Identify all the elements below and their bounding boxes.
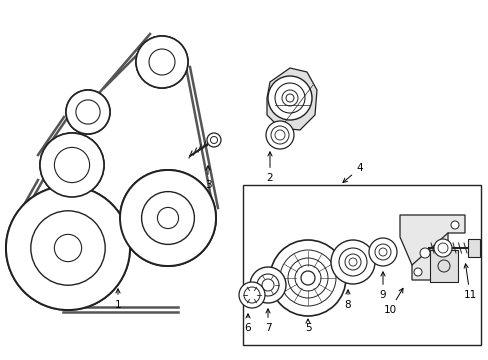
- Text: 2: 2: [266, 152, 273, 183]
- Circle shape: [374, 244, 390, 260]
- Circle shape: [413, 268, 421, 276]
- Circle shape: [269, 240, 346, 316]
- Circle shape: [270, 126, 288, 144]
- Circle shape: [136, 36, 187, 88]
- Circle shape: [6, 186, 130, 310]
- Circle shape: [136, 36, 187, 88]
- Circle shape: [294, 265, 320, 291]
- Circle shape: [54, 147, 89, 183]
- Circle shape: [142, 192, 194, 244]
- Circle shape: [54, 234, 81, 262]
- Circle shape: [31, 211, 105, 285]
- Circle shape: [76, 100, 100, 124]
- Circle shape: [262, 279, 273, 291]
- Polygon shape: [266, 68, 316, 130]
- Circle shape: [54, 234, 81, 262]
- Circle shape: [285, 94, 293, 102]
- Circle shape: [157, 207, 178, 229]
- Circle shape: [368, 238, 396, 266]
- Polygon shape: [399, 215, 464, 280]
- Text: 11: 11: [463, 264, 476, 300]
- Circle shape: [274, 83, 305, 113]
- Circle shape: [433, 239, 451, 257]
- Circle shape: [437, 243, 447, 253]
- Text: 9: 9: [379, 272, 386, 300]
- Circle shape: [40, 133, 104, 197]
- Bar: [243, 185, 480, 345]
- Circle shape: [66, 90, 110, 134]
- Text: 8: 8: [344, 290, 350, 310]
- Circle shape: [157, 207, 178, 229]
- Circle shape: [40, 133, 104, 197]
- Circle shape: [301, 271, 314, 285]
- Circle shape: [257, 274, 279, 296]
- Circle shape: [265, 121, 293, 149]
- Text: 10: 10: [383, 288, 402, 315]
- Text: 6: 6: [244, 314, 251, 333]
- Circle shape: [76, 100, 100, 124]
- Text: 1: 1: [115, 289, 121, 310]
- Text: 3: 3: [204, 166, 211, 190]
- Circle shape: [274, 130, 285, 140]
- Circle shape: [330, 240, 374, 284]
- Circle shape: [142, 192, 194, 244]
- Circle shape: [149, 49, 175, 75]
- Text: 4: 4: [342, 163, 363, 183]
- Circle shape: [54, 147, 89, 183]
- Bar: [429, 250, 457, 282]
- Bar: [467, 239, 479, 257]
- Circle shape: [345, 254, 360, 270]
- Circle shape: [210, 136, 217, 144]
- Circle shape: [66, 90, 110, 134]
- Circle shape: [287, 258, 327, 298]
- Circle shape: [31, 211, 105, 285]
- Circle shape: [378, 248, 386, 256]
- Circle shape: [348, 258, 356, 266]
- Circle shape: [244, 287, 260, 303]
- Text: 5: 5: [304, 319, 311, 333]
- Circle shape: [267, 76, 311, 120]
- Text: 7: 7: [264, 309, 271, 333]
- Circle shape: [120, 170, 216, 266]
- Circle shape: [206, 133, 221, 147]
- Circle shape: [149, 49, 175, 75]
- Circle shape: [338, 248, 366, 276]
- Circle shape: [282, 90, 297, 106]
- Circle shape: [239, 282, 264, 308]
- Circle shape: [120, 170, 216, 266]
- Circle shape: [419, 248, 429, 258]
- Circle shape: [249, 267, 285, 303]
- Circle shape: [280, 250, 335, 306]
- Circle shape: [437, 260, 449, 272]
- Circle shape: [450, 221, 458, 229]
- Circle shape: [6, 186, 130, 310]
